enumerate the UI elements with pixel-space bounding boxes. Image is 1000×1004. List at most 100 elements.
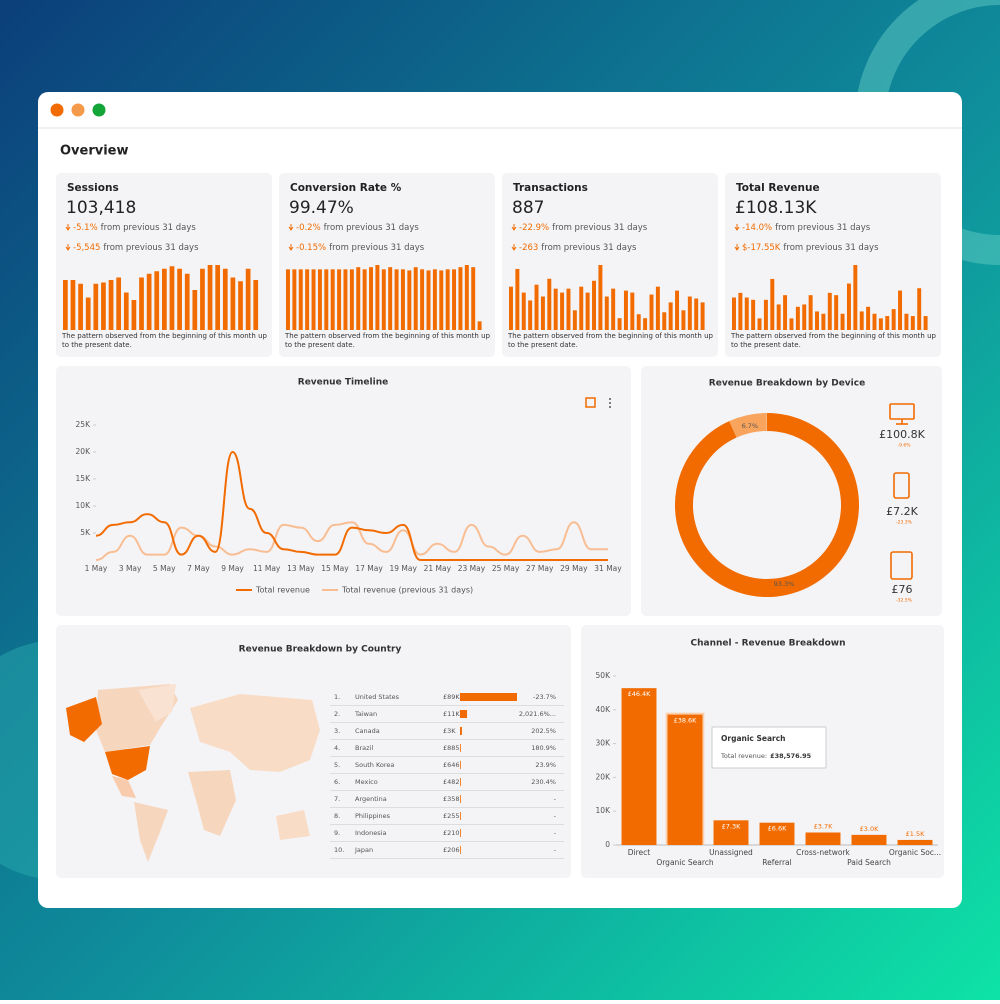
spark-bar (650, 295, 654, 330)
kpi-label: Total Revenue (736, 182, 820, 194)
kpi-change: -0.2%from previous 31 days (296, 223, 419, 233)
spark-bar (427, 270, 431, 330)
spark-bar (809, 295, 813, 330)
row-revenue: £206 (443, 846, 460, 854)
spark-bar (192, 290, 197, 330)
bar (806, 832, 841, 845)
spark-bar (777, 304, 781, 330)
percent-label: 6.7% (742, 422, 759, 430)
row-change: -23.7% (533, 693, 556, 701)
kpi-note-text: The pattern observed from the beginning … (62, 332, 270, 350)
spark-bar (637, 314, 641, 330)
spark-bar (305, 269, 309, 330)
device-change: -23.3% (896, 520, 913, 526)
kpi-change-text: from previous 31 days (552, 223, 648, 233)
spark-bar (618, 318, 622, 330)
row-rank: 8. (334, 812, 340, 820)
spark-bar (904, 314, 908, 330)
x-tick-label: Organic Search (656, 858, 714, 867)
spark-bar (299, 269, 303, 330)
value-label: £38.6K (674, 717, 698, 725)
spark-bar (701, 302, 705, 330)
row-revenue: £89K (443, 693, 460, 701)
spark-bar (343, 269, 347, 330)
kpi-value: £108.13K (735, 198, 817, 218)
page-title: Overview (60, 144, 129, 159)
spark-bar (170, 266, 175, 330)
x-tick-label: 11 May (253, 564, 281, 573)
spark-bar (566, 289, 570, 330)
spark-bar (331, 269, 335, 330)
spark-bar (101, 283, 106, 331)
spark-bar (764, 300, 768, 330)
bar (898, 840, 933, 845)
spark-bar (286, 269, 290, 330)
spark-bar (420, 269, 424, 330)
spark-bar (662, 312, 666, 330)
row-country: Argentina (355, 795, 387, 803)
x-tick-label: 27 May (526, 564, 554, 573)
spark-bar (246, 269, 251, 330)
kpi-label: Conversion Rate % (290, 182, 402, 194)
spark-bar (841, 314, 845, 330)
row-change: 180.9% (531, 744, 556, 752)
y-tick-label: 20K (596, 772, 612, 781)
row-revenue: £646 (443, 761, 460, 769)
value-label: £46.4K (628, 690, 652, 698)
kpi-change-text: from previous 31 days (783, 243, 879, 253)
spark-bar (382, 269, 386, 330)
spark-bar (139, 278, 144, 331)
row-country: Taiwan (354, 710, 377, 718)
device-change: -9.6% (897, 443, 911, 449)
row-country: United States (355, 693, 400, 701)
percent-label: 93.3% (774, 580, 795, 588)
spark-bar (630, 293, 634, 330)
x-tick-label: 7 May (187, 564, 210, 573)
spark-bar (162, 269, 167, 330)
menu-icon[interactable] (609, 406, 611, 408)
spark-bar (132, 300, 137, 330)
value-label: £6.6K (768, 825, 787, 833)
spark-bar (200, 269, 205, 330)
row-rank: 7. (334, 795, 340, 803)
row-country: Philippines (355, 812, 391, 820)
value-label: £1.5K (906, 830, 925, 838)
row-rank: 2. (334, 710, 340, 718)
row-revenue: £482 (443, 778, 460, 786)
revenue-bar (460, 761, 461, 769)
spark-bar (643, 318, 647, 330)
row-rank: 6. (334, 778, 340, 786)
kpi-change-delta: -0.2% (296, 223, 321, 233)
y-tick-label: 5K (80, 528, 91, 537)
spark-bar (554, 289, 558, 330)
chart-title: Revenue Breakdown by Device (709, 379, 865, 389)
panel (56, 366, 631, 616)
row-rank: 4. (334, 744, 340, 752)
x-tick-label: 31 May (594, 564, 622, 573)
revenue-bar (460, 778, 461, 786)
spark-bar (71, 280, 76, 330)
menu-icon[interactable] (609, 398, 611, 400)
kpi-label: Transactions (513, 182, 588, 194)
row-change: 230.4% (531, 778, 556, 786)
row-country: Brazil (355, 744, 373, 752)
row-revenue: £358 (443, 795, 460, 803)
menu-icon[interactable] (609, 402, 611, 404)
revenue-bar (460, 795, 461, 803)
revenue-bar (460, 846, 461, 854)
spark-bar (238, 281, 243, 330)
spark-bar (656, 287, 660, 330)
spark-bar (853, 265, 857, 330)
spark-bar (694, 298, 698, 330)
spark-bar (834, 295, 838, 330)
spark-bar (86, 298, 91, 331)
spark-bar (770, 279, 774, 330)
spark-bar (815, 311, 819, 330)
tooltip-title: Organic Search (721, 734, 786, 743)
spark-bar (185, 274, 190, 330)
spark-bar (433, 269, 437, 330)
spark-bar (318, 269, 322, 330)
